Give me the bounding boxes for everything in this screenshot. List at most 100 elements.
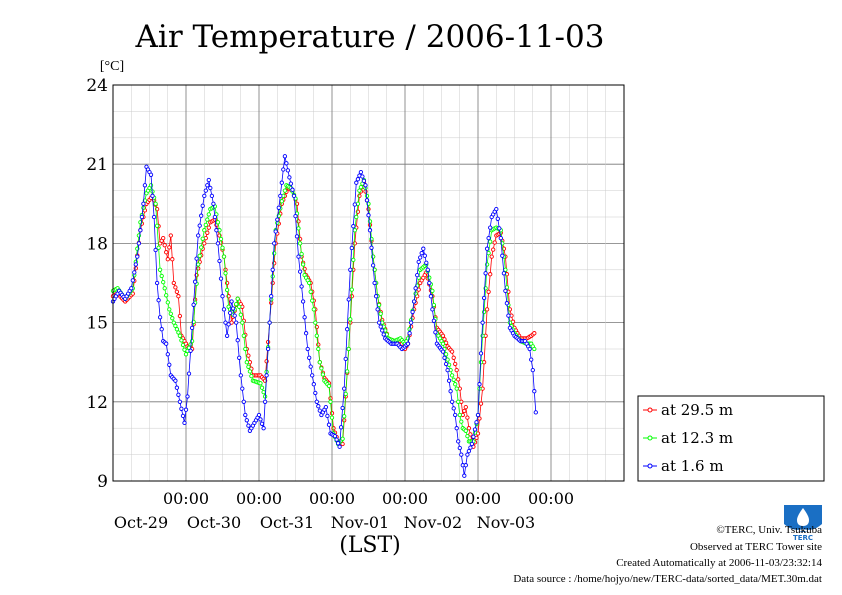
data-point xyxy=(332,433,338,439)
data-point xyxy=(462,408,467,414)
data-point xyxy=(249,373,254,379)
data-point xyxy=(440,349,446,354)
data-point xyxy=(189,325,195,331)
data-point xyxy=(269,294,274,299)
data-point xyxy=(358,169,364,175)
data-point xyxy=(267,320,272,325)
data-point xyxy=(205,183,210,188)
data-point xyxy=(227,310,233,316)
data-point xyxy=(224,287,230,293)
data-point xyxy=(425,267,430,272)
data-point xyxy=(256,412,262,418)
data-point xyxy=(215,220,221,225)
data-point xyxy=(451,355,456,360)
data-point xyxy=(244,418,249,423)
y-tick-label: 15 xyxy=(86,314,108,334)
data-point xyxy=(342,414,347,419)
data-point xyxy=(462,473,467,478)
data-point xyxy=(167,307,172,312)
data-point xyxy=(162,286,167,291)
data-point xyxy=(370,263,376,268)
data-point xyxy=(411,299,417,304)
data-point xyxy=(258,381,263,386)
data-point xyxy=(161,279,166,285)
data-point xyxy=(503,288,508,294)
data-point xyxy=(527,346,532,352)
data-point xyxy=(221,307,227,312)
data-point xyxy=(448,389,453,394)
data-point xyxy=(484,307,490,312)
data-point xyxy=(317,408,322,413)
data-point xyxy=(465,433,470,439)
data-point xyxy=(278,193,283,199)
x-tick-day-label: Oct-31 xyxy=(260,513,314,532)
data-point xyxy=(303,331,309,336)
data-point xyxy=(457,412,462,418)
data-point xyxy=(366,213,371,218)
data-point xyxy=(530,367,535,373)
data-point xyxy=(533,410,538,415)
data-point xyxy=(265,346,271,352)
data-point xyxy=(291,193,297,199)
data-point xyxy=(220,245,225,250)
data-point xyxy=(376,320,382,325)
data-point xyxy=(454,426,459,431)
data-point xyxy=(234,320,239,325)
data-point xyxy=(326,422,332,427)
data-point xyxy=(343,391,348,397)
data-point xyxy=(157,267,163,272)
data-point xyxy=(157,315,163,320)
data-point xyxy=(173,378,178,383)
data-point xyxy=(454,386,459,391)
data-point xyxy=(200,203,205,208)
data-point xyxy=(319,366,324,371)
data-point xyxy=(419,250,424,256)
data-point xyxy=(237,355,242,360)
data-point xyxy=(300,262,306,267)
data-point xyxy=(284,161,289,166)
data-point xyxy=(346,346,351,352)
y-tick-label: 9 xyxy=(97,472,108,492)
data-point xyxy=(446,378,452,383)
data-point xyxy=(440,333,446,338)
data-point xyxy=(408,320,414,325)
data-point xyxy=(337,444,342,449)
data-point xyxy=(179,406,184,411)
data-point xyxy=(302,315,307,320)
data-point xyxy=(491,247,496,252)
data-point xyxy=(262,399,268,404)
x-tick-day-label: Nov-02 xyxy=(404,513,462,532)
data-point xyxy=(352,228,357,233)
data-point xyxy=(351,257,356,263)
data-point xyxy=(317,360,322,365)
data-point xyxy=(215,241,221,246)
data-point xyxy=(177,333,183,338)
data-point xyxy=(296,226,301,231)
data-point xyxy=(177,313,183,319)
data-point xyxy=(529,357,534,362)
data-point xyxy=(410,309,415,315)
data-point xyxy=(205,230,210,235)
data-point xyxy=(466,426,472,431)
data-point xyxy=(176,330,181,335)
data-point xyxy=(203,188,208,193)
data-point xyxy=(241,399,246,404)
data-point xyxy=(311,307,316,312)
data-point xyxy=(276,205,281,210)
data-point xyxy=(471,434,476,439)
data-point xyxy=(506,313,511,318)
x-tick-day-label: Oct-30 xyxy=(187,513,241,532)
y-axis-ticks: 9 12 15 18 21 24 xyxy=(86,76,108,492)
data-point xyxy=(174,385,180,390)
data-point xyxy=(200,236,205,241)
data-point xyxy=(180,413,186,419)
data-point xyxy=(220,294,225,299)
data-point xyxy=(364,198,370,203)
data-point xyxy=(241,333,246,338)
data-point xyxy=(497,226,502,231)
data-point xyxy=(238,312,243,317)
data-point xyxy=(202,241,207,246)
data-point xyxy=(282,188,288,193)
y-tick-label: 21 xyxy=(86,155,108,175)
data-point xyxy=(504,285,510,290)
